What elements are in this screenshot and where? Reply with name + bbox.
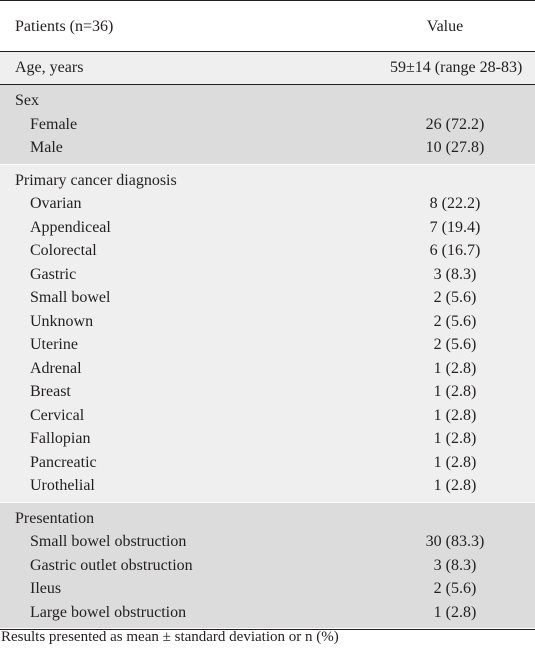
sex-title: Sex <box>15 92 39 109</box>
row-label: Uterine <box>30 336 78 353</box>
row-value: 30 (83.3) <box>425 533 485 550</box>
row-label: Urothelial <box>30 477 95 494</box>
row-label: Appendiceal <box>30 218 111 236</box>
table-row: Fallopian 1 (2.8) <box>0 427 535 451</box>
row-label: Small bowel obstruction <box>30 533 187 550</box>
row-value: 3 (8.3) <box>433 556 477 574</box>
presentation-title: Presentation <box>15 509 95 527</box>
age-value: 59±14 (range 28-83) <box>390 59 523 76</box>
row-value: 1 (2.8) <box>433 359 477 377</box>
row-label: Male <box>30 139 63 156</box>
presentation-title-row: Presentation <box>0 507 535 531</box>
row-value: 6 (16.7) <box>429 242 481 259</box>
age-row: Age, years 59±14 (range 28-83) <box>0 52 535 84</box>
age-label: Age, years <box>15 59 84 76</box>
table-row: Ovarian 8 (22.2) <box>0 192 535 216</box>
row-value: 7 (19.4) <box>429 218 481 236</box>
table-row: Ileus 2 (5.6) <box>0 577 535 601</box>
row-value: 26 (72.2) <box>425 115 485 133</box>
row-value: 3 (8.3) <box>433 265 477 283</box>
row-value: 1 (2.8) <box>433 477 477 494</box>
row-label: Gastric outlet obstruction <box>30 556 193 574</box>
row-value: 10 (27.8) <box>425 139 485 156</box>
table-row: Breast 1 (2.8) <box>0 380 535 404</box>
table-row: Adrenal 1 (2.8) <box>0 357 535 381</box>
row-value: 1 (2.8) <box>433 383 477 400</box>
table-row: Small bowel obstruction 30 (83.3) <box>0 530 535 554</box>
row-label: Female <box>30 115 78 133</box>
patient-characteristics-table: Patients (n=36) Value Age, years 59±14 (… <box>0 0 535 630</box>
row-value: 2 (5.6) <box>433 336 477 353</box>
header-col-patients: Patients (n=36) <box>15 18 114 35</box>
table-row: Unknown 2 (5.6) <box>0 310 535 334</box>
row-label: Unknown <box>30 312 94 330</box>
diagnosis-title: Primary cancer diagnosis <box>15 171 177 189</box>
header-col-value: Value <box>426 18 464 35</box>
row-value: 1 (2.8) <box>433 406 477 424</box>
table-row: Appendiceal 7 (19.4) <box>0 216 535 240</box>
diagnosis-title-row: Primary cancer diagnosis <box>0 169 535 193</box>
table-row: Pancreatic 1 (2.8) <box>0 451 535 475</box>
row-label: Large bowel obstruction <box>30 603 187 621</box>
row-value: 2 (5.6) <box>433 312 477 330</box>
row-value: 1 (2.8) <box>433 430 477 447</box>
row-label: Fallopian <box>30 430 91 447</box>
row-label: Pancreatic <box>30 453 97 471</box>
row-value: 1 (2.8) <box>433 603 477 621</box>
table-row: Gastric outlet obstruction 3 (8.3) <box>0 554 535 578</box>
table-row: Male 10 (27.8) <box>0 136 535 160</box>
row-label: Cervical <box>30 406 85 424</box>
table-row: Gastric 3 (8.3) <box>0 263 535 287</box>
row-label: Ovarian <box>30 195 82 212</box>
diagnosis-section: Primary cancer diagnosis Ovarian 8 (22.2… <box>0 164 535 503</box>
row-label: Ileus <box>30 580 62 597</box>
row-value: 2 (5.6) <box>433 289 477 306</box>
row-label: Breast <box>30 383 71 400</box>
table-bottom-rule <box>0 629 535 630</box>
table-row: Small bowel 2 (5.6) <box>0 286 535 310</box>
row-label: Colorectal <box>30 242 97 259</box>
table-footnote: Results presented as mean ± standard dev… <box>1 629 339 645</box>
row-value: 8 (22.2) <box>429 195 481 212</box>
table-header: Patients (n=36) Value <box>0 0 535 52</box>
table-row: Cervical 1 (2.8) <box>0 404 535 428</box>
table-row: Colorectal 6 (16.7) <box>0 239 535 263</box>
row-label: Gastric <box>30 265 77 283</box>
table-row: Female 26 (72.2) <box>0 113 535 137</box>
row-value: 1 (2.8) <box>433 453 477 471</box>
table-row: Uterine 2 (5.6) <box>0 333 535 357</box>
table-row: Large bowel obstruction 1 (2.8) <box>0 601 535 625</box>
presentation-section: Presentation Small bowel obstruction 30 … <box>0 502 535 629</box>
table-row: Urothelial 1 (2.8) <box>0 474 535 498</box>
row-value: 2 (5.6) <box>433 580 477 597</box>
sex-title-row: Sex <box>0 89 535 113</box>
sex-section: Sex Female 26 (72.2) Male 10 (27.8) <box>0 84 535 165</box>
row-label: Small bowel <box>30 289 111 306</box>
row-label: Adrenal <box>30 359 82 377</box>
